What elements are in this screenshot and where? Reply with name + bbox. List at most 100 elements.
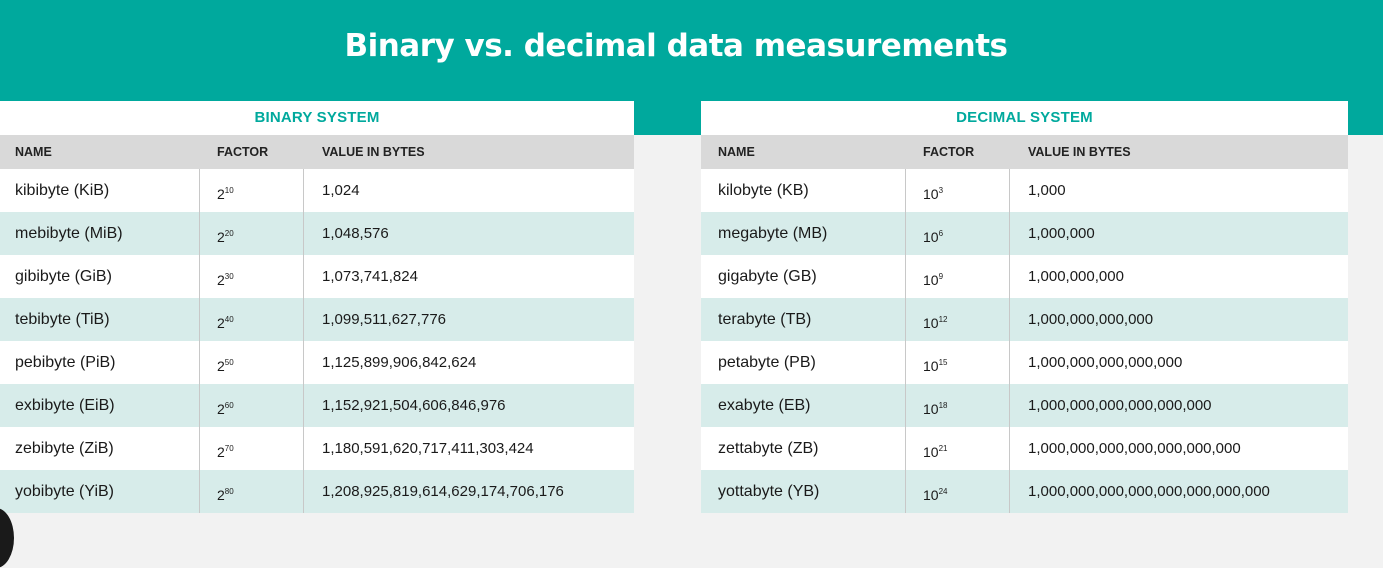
factor-exponent: 21 <box>938 444 948 453</box>
factor-base: 10 <box>923 444 939 460</box>
table-row: exabyte (EB) 1018 1,000,000,000,000,000,00… <box>701 384 1348 427</box>
unit-name: mebibyte (MiB) <box>15 225 123 242</box>
decimal-table-heading: DECIMAL SYSTEM <box>701 101 1348 135</box>
factor-exponent: 40 <box>224 315 234 324</box>
unit-factor: 240 <box>217 298 234 345</box>
value-in-bytes: 1,000,000,000,000,000,000 <box>1028 397 1212 414</box>
factor-base: 10 <box>923 401 939 417</box>
binary-header-row: NAME FACTOR VALUE IN BYTES <box>0 135 634 169</box>
binary-rows: kibibyte (KiB) 210 1,024 mebibyte (MiB) 220 1… <box>0 169 634 513</box>
value-in-bytes: 1,180,591,620,717,411,303,424 <box>322 440 534 457</box>
binary-table: BINARY SYSTEM NAME FACTOR VALUE IN BYTES… <box>0 101 634 513</box>
factor-base: 2 <box>217 358 225 374</box>
unit-name: petabyte (PB) <box>718 354 816 371</box>
unit-name: terabyte (TB) <box>718 311 812 328</box>
table-row: yottabyte (YB) 1024 1,000,000,000,000,000,… <box>701 470 1348 513</box>
unit-name: exbibyte (EiB) <box>15 397 115 414</box>
column-header-name: NAME <box>15 145 52 159</box>
column-header-value: VALUE IN BYTES <box>1028 145 1131 159</box>
page-title: Binary vs. decimal data measurements <box>344 28 1008 64</box>
unit-factor: 1012 <box>923 298 947 345</box>
unit-factor: 1015 <box>923 341 947 388</box>
value-in-bytes: 1,208,925,819,614,629,174,706,176 <box>322 483 564 500</box>
column-divider <box>1009 169 1010 513</box>
table-row: terabyte (TB) 1012 1,000,000,000,000 <box>701 298 1348 341</box>
value-in-bytes: 1,024 <box>322 182 360 199</box>
factor-exponent: 9 <box>938 272 944 281</box>
factor-base: 10 <box>923 272 939 288</box>
table-row: kilobyte (KB) 103 1,000 <box>701 169 1348 212</box>
unit-name: tebibyte (TiB) <box>15 311 110 328</box>
factor-base: 2 <box>217 444 225 460</box>
unit-factor: 250 <box>217 341 234 388</box>
factor-base: 10 <box>923 186 939 202</box>
factor-exponent: 30 <box>224 272 234 281</box>
table-row: tebibyte (TiB) 240 1,099,511,627,776 <box>0 298 634 341</box>
value-in-bytes: 1,048,576 <box>322 225 389 242</box>
column-header-value: VALUE IN BYTES <box>322 145 425 159</box>
value-in-bytes: 1,152,921,504,606,846,976 <box>322 397 506 414</box>
column-divider <box>303 169 304 513</box>
unit-name: exabyte (EB) <box>718 397 811 414</box>
unit-factor: 220 <box>217 212 234 259</box>
value-in-bytes: 1,000,000,000,000,000,000,000,000 <box>1028 483 1270 500</box>
unit-name: zebibyte (ZiB) <box>15 440 114 457</box>
decimal-rows: kilobyte (KB) 103 1,000 megabyte (MB) 106 1,0… <box>701 169 1348 513</box>
unit-name: yottabyte (YB) <box>718 483 820 500</box>
factor-base: 2 <box>217 272 225 288</box>
unit-name: pebibyte (PiB) <box>15 354 116 371</box>
value-in-bytes: 1,000,000,000,000,000 <box>1028 354 1183 371</box>
factor-exponent: 12 <box>938 315 948 324</box>
unit-factor: 210 <box>217 169 234 216</box>
value-in-bytes: 1,000,000,000,000 <box>1028 311 1154 328</box>
factor-exponent: 24 <box>938 487 948 496</box>
unit-name: kilobyte (KB) <box>718 182 809 199</box>
unit-factor: 103 <box>923 169 943 216</box>
value-in-bytes: 1,073,741,824 <box>322 268 418 285</box>
factor-exponent: 80 <box>224 487 234 496</box>
table-row: gigabyte (GB) 109 1,000,000,000 <box>701 255 1348 298</box>
unit-name: megabyte (MB) <box>718 225 828 242</box>
factor-exponent: 18 <box>938 401 948 410</box>
factor-exponent: 50 <box>224 358 234 367</box>
column-divider <box>199 169 200 513</box>
table-row: exbibyte (EiB) 260 1,152,921,504,606,846,9… <box>0 384 634 427</box>
corner-avatar-fragment <box>0 508 14 568</box>
table-row: yobibyte (YiB) 280 1,208,925,819,614,629,1… <box>0 470 634 513</box>
table-row: zettabyte (ZB) 1021 1,000,000,000,000,000,… <box>701 427 1348 470</box>
factor-exponent: 20 <box>224 229 234 238</box>
table-row: pebibyte (PiB) 250 1,125,899,906,842,624 <box>0 341 634 384</box>
column-header-name: NAME <box>718 145 755 159</box>
value-in-bytes: 1,000,000,000,000,000,000,000 <box>1028 440 1241 457</box>
factor-base: 10 <box>923 487 939 503</box>
unit-name: gigabyte (GB) <box>718 268 817 285</box>
table-row: petabyte (PB) 1015 1,000,000,000,000,000 <box>701 341 1348 384</box>
unit-factor: 230 <box>217 255 234 302</box>
factor-exponent: 10 <box>224 186 234 195</box>
unit-factor: 1024 <box>923 470 947 517</box>
factor-base: 2 <box>217 229 225 245</box>
unit-name: yobibyte (YiB) <box>15 483 114 500</box>
table-row: megabyte (MB) 106 1,000,000 <box>701 212 1348 255</box>
unit-factor: 106 <box>923 212 943 259</box>
unit-factor: 1021 <box>923 427 947 474</box>
factor-exponent: 3 <box>938 186 944 195</box>
decimal-header-row: NAME FACTOR VALUE IN BYTES <box>701 135 1348 169</box>
value-in-bytes: 1,099,511,627,776 <box>322 311 447 328</box>
factor-base: 2 <box>217 401 225 417</box>
factor-base: 2 <box>217 186 225 202</box>
value-in-bytes: 1,000 <box>1028 182 1066 199</box>
unit-factor: 260 <box>217 384 234 431</box>
table-row: kibibyte (KiB) 210 1,024 <box>0 169 634 212</box>
unit-factor: 270 <box>217 427 234 474</box>
factor-base: 2 <box>217 315 225 331</box>
table-row: zebibyte (ZiB) 270 1,180,591,620,717,411,3… <box>0 427 634 470</box>
factor-exponent: 70 <box>224 444 234 453</box>
table-row: mebibyte (MiB) 220 1,048,576 <box>0 212 634 255</box>
table-row: gibibyte (GiB) 230 1,073,741,824 <box>0 255 634 298</box>
unit-name: gibibyte (GiB) <box>15 268 112 285</box>
unit-factor: 1018 <box>923 384 947 431</box>
decimal-table: DECIMAL SYSTEM NAME FACTOR VALUE IN BYTE… <box>701 101 1348 513</box>
binary-table-heading: BINARY SYSTEM <box>0 101 634 135</box>
column-header-factor: FACTOR <box>923 145 975 159</box>
